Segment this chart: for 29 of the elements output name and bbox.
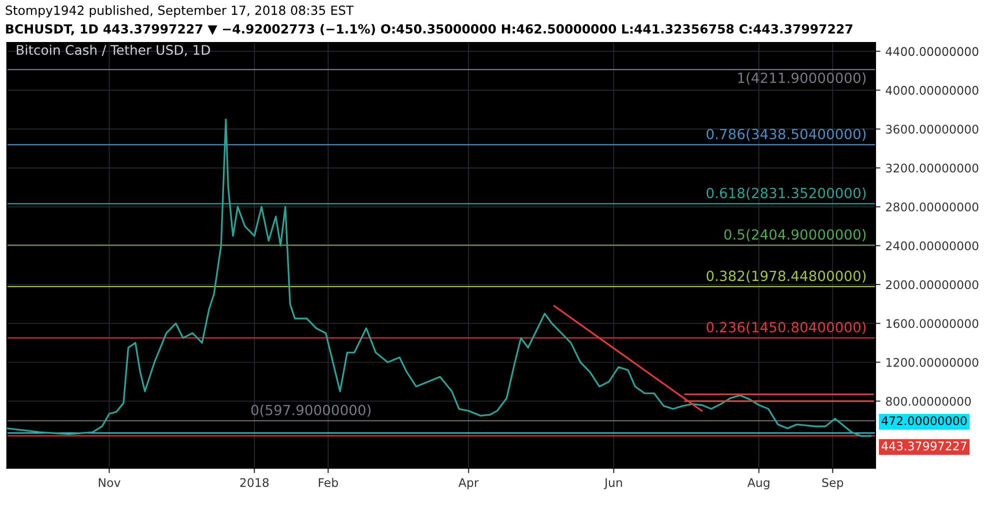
ref-line-label: 472.00000000 [882, 416, 967, 426]
x-tick-label: Aug [747, 478, 770, 490]
y-tick-label: 3600.00000000 [886, 124, 978, 134]
x-tick-label: Jun [604, 478, 622, 490]
text: BCHUSDT, 1D 443.37997227 ▼ −4.92002773 (−1.1%) O:450.35000000 H:462.50000000 L:441.32356758 C:443.37997227 [6, 24, 852, 36]
y-tick-label: 3200.00000000 [886, 164, 978, 173]
ref-line-label: 0.786(3438.50400000) [706, 128, 866, 141]
ref-line-label: 0.236(1450.80400000) [706, 322, 866, 334]
x-tick-label: Apr [458, 478, 479, 490]
x-tick-label: Feb [318, 478, 338, 488]
y-tick-label: 4400.00000000 [886, 47, 978, 56]
y-tick-label: 2800.00000000 [886, 202, 978, 212]
x-tick-label: Nov [98, 478, 120, 488]
ref-line-label: 0.5(2404.90000000) [724, 228, 866, 242]
ref-line-label: 1(4211.90000000) [738, 72, 866, 85]
y-tick-label: 4000.00000000 [886, 86, 978, 95]
ref-line-label: 443.37997227 [882, 442, 966, 450]
y-tick-label: 2400.00000000 [886, 241, 978, 250]
x-tick-label: Sep [822, 478, 844, 490]
ref-line-label: 0.382(1978.44800000) [706, 270, 866, 283]
y-tick-label: 1600.00000000 [886, 319, 978, 328]
ref-line-label: 0.618(2831.35200000) [706, 188, 866, 200]
y-tick-label: 800.00000000 [886, 396, 971, 406]
y-tick-label: 2000.00000000 [886, 280, 978, 290]
x-tick-label: 2018 [240, 478, 269, 488]
y-tick-label: 1200.00000000 [886, 358, 978, 367]
chart-title: Bitcoin Cash / Tether USD, 1D [16, 44, 210, 56]
ref-line-label: 0(597.90000000) [251, 404, 371, 417]
text: Stompy1942 published, September 17, 2018 08:35 EST [6, 5, 354, 18]
